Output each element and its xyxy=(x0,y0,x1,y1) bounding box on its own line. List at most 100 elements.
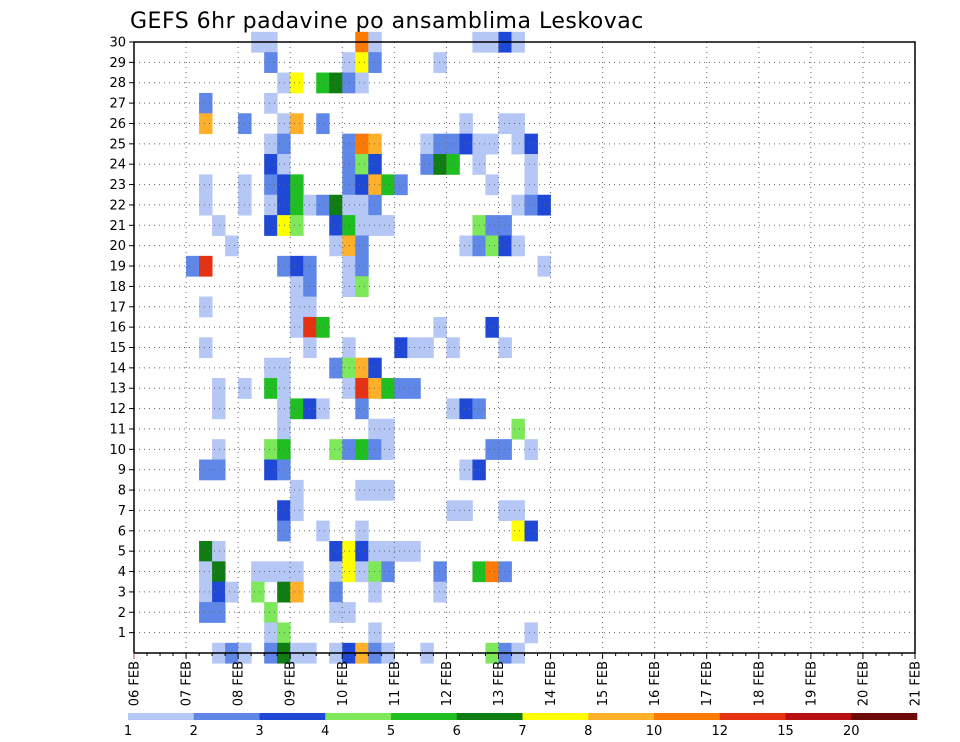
heatmap-cell xyxy=(368,194,382,216)
y-tick-label: 11 xyxy=(109,422,126,437)
heatmap-cell xyxy=(277,398,291,420)
heatmap-cell xyxy=(277,113,291,135)
heatmap-cell xyxy=(355,255,369,277)
x-tick-label: 20 FEB xyxy=(856,661,871,706)
heatmap-cell xyxy=(511,113,525,135)
heatmap-cell xyxy=(381,540,395,562)
colorbar: 1 2 3 4 5 6 7 8 10 12 15 20 xyxy=(124,713,918,739)
heatmap-cell xyxy=(212,581,226,603)
colorbar-label: 4 xyxy=(321,724,329,739)
heatmap-cell xyxy=(342,194,356,216)
x-tick-label: 21 FEB xyxy=(909,661,924,706)
chart-title: GEFS 6hr padavine po ansamblima Leskovac xyxy=(130,9,644,34)
heatmap-cell xyxy=(277,459,291,481)
heatmap-cell xyxy=(368,439,382,460)
heatmap-cell xyxy=(329,602,343,623)
heatmap-cell xyxy=(459,459,473,481)
heatmap-cell xyxy=(446,154,460,175)
heatmap-cell xyxy=(290,276,304,297)
heatmap-cell xyxy=(342,337,356,359)
heatmap-cell xyxy=(355,398,369,420)
heatmap-cell xyxy=(381,439,395,460)
heatmap-cell xyxy=(290,479,304,501)
heatmap-cell xyxy=(290,316,304,338)
heatmap-cell xyxy=(381,378,395,399)
heatmap-cell xyxy=(420,337,434,359)
y-tick-label: 19 xyxy=(109,260,126,275)
x-tick-label: 19 FEB xyxy=(804,661,819,706)
heatmap-cell xyxy=(368,357,382,379)
heatmap-cell xyxy=(355,479,369,501)
heatmap-cell xyxy=(264,561,278,583)
y-tick-label: 1 xyxy=(118,626,126,641)
heatmap-cell xyxy=(316,113,330,135)
heatmap-cell xyxy=(459,235,473,257)
x-axis-ticks: 06 FEB 07 FEB 08 FEB 09 FEB 10 FEB 11 FEB 12 F… xyxy=(128,653,924,706)
heatmap-cell xyxy=(420,154,434,175)
colorbar-swatch xyxy=(456,713,523,720)
heatmap-cell xyxy=(212,561,226,583)
y-tick-label: 24 xyxy=(109,158,126,173)
heatmap-cell xyxy=(368,622,382,644)
heatmap-cell xyxy=(264,439,278,460)
heatmap-cell xyxy=(524,154,538,175)
colorbar-label: 2 xyxy=(190,724,198,739)
heatmap-cell xyxy=(433,133,447,155)
colorbar-swatch xyxy=(719,713,786,720)
heatmap-cell xyxy=(290,500,304,522)
heatmap-cell xyxy=(420,133,434,155)
heatmap-cell xyxy=(498,500,512,522)
heatmap-cell xyxy=(394,378,408,399)
heatmap-cell xyxy=(277,418,291,440)
colorbar-label: 1 xyxy=(124,724,132,739)
x-tick-label: 13 FEB xyxy=(492,661,507,706)
heatmap-cell xyxy=(316,398,330,420)
heatmap-cell xyxy=(225,581,239,603)
heatmap-cell xyxy=(316,520,330,542)
heatmap-cell xyxy=(459,113,473,135)
colorbar-swatch xyxy=(259,713,326,720)
x-tick-label: 09 FEB xyxy=(284,661,299,706)
heatmap-cell xyxy=(368,418,382,440)
heatmap-cell xyxy=(355,215,369,236)
heatmap-cell xyxy=(290,174,304,196)
heatmap-cell xyxy=(199,92,213,114)
heatmap-cell xyxy=(290,561,304,583)
y-tick-label: 14 xyxy=(109,361,126,376)
heatmap-cell xyxy=(290,215,304,236)
heatmap-cell xyxy=(433,154,447,175)
heatmap-cell xyxy=(199,561,213,583)
colorbar-swatch xyxy=(391,713,458,720)
heatmap-cell xyxy=(368,133,382,155)
x-tick-label: 07 FEB xyxy=(180,661,195,706)
heatmap-cell xyxy=(277,174,291,196)
heatmap-cell xyxy=(329,439,343,460)
y-tick-label: 25 xyxy=(109,137,126,152)
heatmap-cell xyxy=(342,255,356,277)
y-tick-label: 26 xyxy=(109,117,126,132)
heatmap-cell xyxy=(264,602,278,623)
heatmap-cell xyxy=(342,276,356,297)
heatmap-cell xyxy=(212,398,226,420)
heatmap-cell xyxy=(342,540,356,562)
heatmap-cell xyxy=(459,133,473,155)
gridlines xyxy=(134,41,915,653)
colorbar-label: 15 xyxy=(777,724,794,739)
heatmap-cell xyxy=(368,174,382,196)
heatmap-cell xyxy=(277,194,291,216)
heatmap-cell xyxy=(355,276,369,297)
heatmap-cell xyxy=(199,459,213,481)
heatmap-cell xyxy=(290,581,304,603)
heatmap-cell xyxy=(355,357,369,379)
heatmap-cell xyxy=(329,357,343,379)
heatmap-cell xyxy=(342,439,356,460)
colorbar-label: 20 xyxy=(843,724,860,739)
x-tick-label: 06 FEB xyxy=(128,661,143,706)
heatmap-cell xyxy=(277,357,291,379)
heatmap-cell xyxy=(212,459,226,481)
y-tick-label: 6 xyxy=(118,524,126,539)
heatmap-cell xyxy=(498,215,512,236)
colorbar-swatch xyxy=(325,713,392,720)
heatmap-cell xyxy=(264,174,278,196)
heatmap-cell xyxy=(485,133,499,155)
